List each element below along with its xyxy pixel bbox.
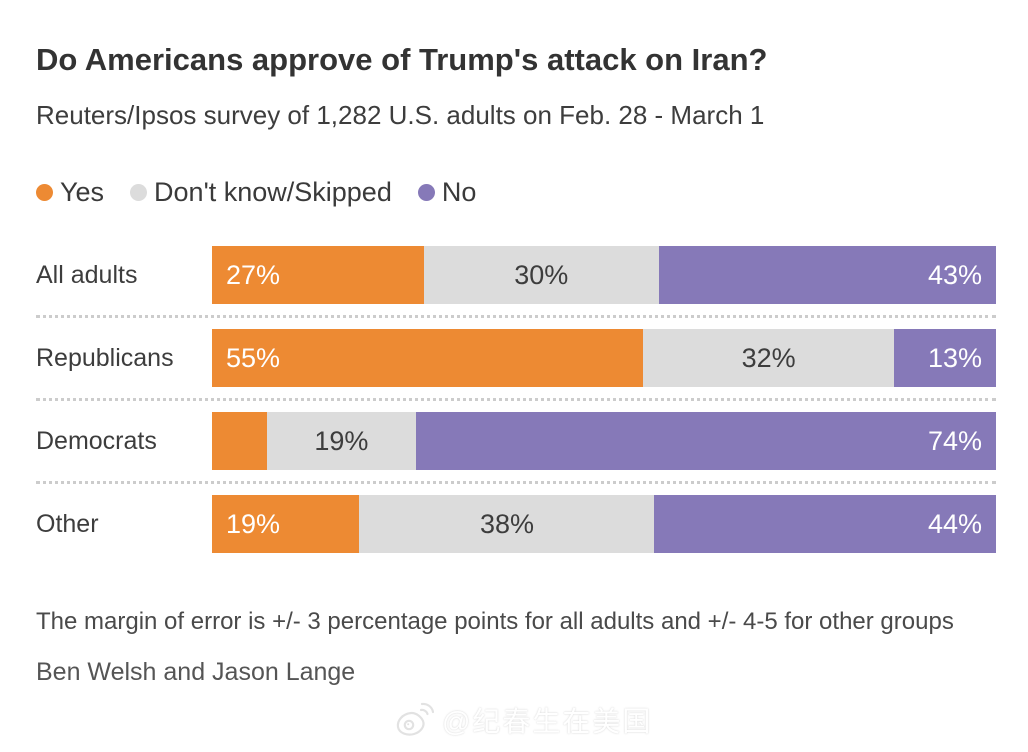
legend-item-dont-know: Don't know/Skipped [130,177,392,208]
legend-label-no: No [441,177,477,207]
stacked-bar: 55% 32% 13% [212,329,996,387]
category-label: All adults [36,260,138,289]
segment-yes: 55% [212,329,644,387]
legend-dot-yes-icon [36,184,53,201]
category-label: Democrats [36,426,157,455]
watermark-handle: @纪春生在美国 [442,706,653,737]
bar-chart: All adults 27% 30% 43% Republicans 55% [36,246,997,553]
segment-no: 74% [415,412,996,470]
segment-value-label: 74% [927,425,982,456]
segment-value-label: 32% [741,342,796,373]
bar-row-democrats: Democrats 19% 74% [36,412,996,470]
bar-row-other: Other 19% 38% 44% [36,495,996,553]
chart-subtitle: Reuters/Ipsos survey of 1,282 U.S. adult… [36,100,765,130]
segment-dont-know: 32% [643,329,895,387]
stacked-bar: 19% 38% 44% [212,495,996,553]
stacked-bar: 27% 30% 43% [212,246,997,304]
row-separator [36,481,996,484]
row-separator [36,315,996,318]
legend: Yes Don't know/Skipped No [36,177,996,208]
weibo-icon [394,701,434,739]
segment-value-label: 44% [927,508,982,539]
chart-title: Do Americans approve of Trump's attack o… [36,42,768,77]
segment-no: 43% [658,246,997,304]
chart-page: Do Americans approve of Trump's attack o… [36,42,997,687]
margin-of-error-note: The margin of error is +/- 3 percentage … [36,608,954,635]
category-label: Other [36,509,99,538]
byline: Ben Welsh and Jason Lange [36,658,356,687]
legend-dot-no-icon [417,184,435,201]
segment-value-label: 30% [514,259,569,290]
segment-no: 13% [894,329,996,387]
segment-value-label: 55% [226,342,281,373]
legend-label-dont-know: Don't know/Skipped [154,177,392,207]
weibo-watermark: @纪春生在美国 [394,700,652,740]
stacked-bar: 19% 74% [212,412,996,470]
legend-item-yes: Yes [36,177,104,208]
category-label: Republicans [36,343,174,372]
bar-row-all-adults: All adults 27% 30% 43% [36,246,997,304]
bar-row-republicans: Republicans 55% 32% 13% [36,329,996,387]
segment-no: 44% [654,495,996,553]
segment-yes: 27% [212,246,424,304]
legend-item-no: No [417,177,477,208]
segment-dont-know: 19% [266,412,416,470]
segment-value-label: 27% [226,259,281,290]
segment-value-label: 38% [479,508,534,539]
legend-dot-dont-know-icon [130,184,148,201]
segment-value-label: 19% [314,425,369,456]
segment-value-label: 19% [226,508,281,539]
segment-yes: 19% [212,495,360,553]
segment-value-label: 13% [927,342,982,373]
segment-dont-know: 38% [359,495,655,553]
segment-dont-know: 30% [423,246,659,304]
segment-value-label: 43% [927,259,983,290]
row-separator [36,398,996,401]
legend-label-yes: Yes [60,177,105,207]
segment-yes [212,412,267,470]
